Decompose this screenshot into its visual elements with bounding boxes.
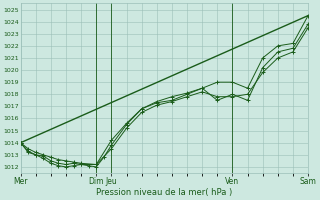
- X-axis label: Pression niveau de la mer( hPa ): Pression niveau de la mer( hPa ): [96, 188, 232, 197]
